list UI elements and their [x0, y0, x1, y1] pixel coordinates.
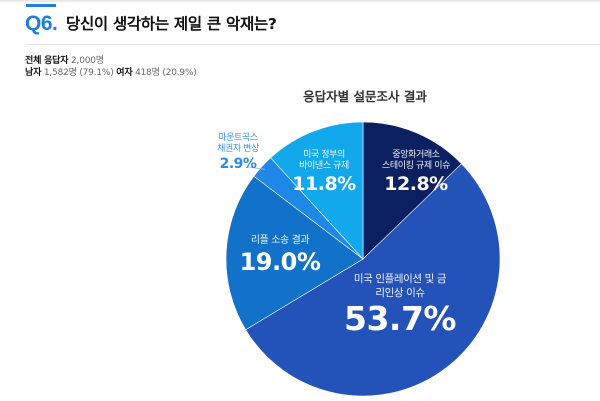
- slice-ripple-lawsuit: [225, 175, 364, 331]
- chart-title: 응답자별 설문조사 결과: [303, 89, 427, 104]
- male-value: 1,582명 (79.1%): [43, 68, 114, 78]
- label-line1: 중앙화거래소: [392, 150, 440, 160]
- gender-breakdown: 남자 1,582명 (79.1%) 여자 418명 (20.9%): [25, 67, 197, 79]
- question-accent-bar: [26, 4, 56, 7]
- total-label: 전체 응답자: [25, 56, 69, 66]
- slice-label-exchange-staking: 중앙화거래소 스테이킹 규제 이슈 12.8%: [366, 150, 466, 196]
- slice-label-binance: 미국 정부의 바이낸스 규제 11.8%: [282, 150, 366, 196]
- pie-slices: [225, 121, 501, 397]
- respondent-stats: 전체 응답자 2,000명 남자 1,582명 (79.1%) 여자 418명 …: [25, 55, 197, 79]
- label-line1: 마운트곡스: [218, 133, 258, 143]
- label-line2: 리인상 이슈: [375, 287, 425, 299]
- slice-exchange-staking: [362, 121, 462, 260]
- slice-label-ripple-lawsuit: 리플 소송 결과 19.0%: [230, 235, 330, 277]
- female-label: 여자: [116, 68, 133, 78]
- slice-us-inflation: [245, 163, 501, 397]
- label-percent: 11.8%: [292, 173, 356, 195]
- label-line1: 리플 소송 결과: [250, 235, 310, 246]
- label-line1: 미국 인플레이션 및 금: [353, 273, 447, 285]
- label-percent: 12.8%: [384, 173, 448, 195]
- slice-binance: [270, 121, 364, 260]
- female-value: 418명 (20.9%): [135, 68, 197, 78]
- label-line2: 스테이킹 규제 이슈: [382, 161, 450, 171]
- total-value: 2,000명: [71, 56, 104, 66]
- slice-label-us-inflation: 미국 인플레이션 및 금 리인상 이슈 53.7%: [335, 272, 465, 338]
- slice-label-mtgox: 마운트곡스 채권자 변상 2.9%: [198, 133, 278, 173]
- top-shadow: [0, 0, 600, 3]
- label-line1: 미국 정부의: [303, 150, 345, 160]
- label-line2: 채권자 변상: [217, 144, 259, 154]
- total-respondents: 전체 응답자 2,000명: [25, 55, 197, 67]
- leader-line: [247, 166, 265, 170]
- male-label: 남자: [25, 68, 42, 78]
- label-percent: 19.0%: [239, 248, 321, 276]
- label-percent: 2.9%: [219, 156, 257, 172]
- label-percent: 53.7%: [344, 299, 457, 338]
- question-title: 당신이 생각하는 제일 큰 악재는?: [66, 15, 277, 33]
- header-divider: [26, 44, 600, 45]
- label-line2: 바이낸스 규제: [299, 161, 349, 171]
- question-number: Q6.: [25, 12, 58, 35]
